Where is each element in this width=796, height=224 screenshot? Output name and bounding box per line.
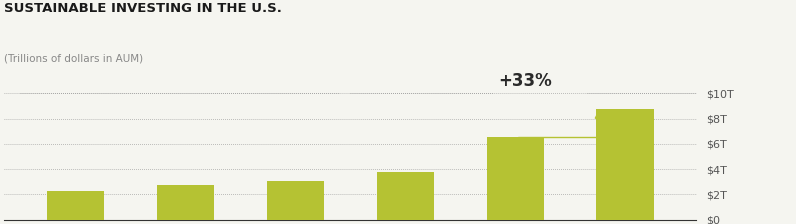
Bar [377,172,434,220]
Bar [267,181,324,220]
Text: +33%: +33% [498,72,552,90]
Text: SUSTAINABLE INVESTING IN THE U.S.: SUSTAINABLE INVESTING IN THE U.S. [4,2,282,15]
Text: (Trillions of dollars in AUM): (Trillions of dollars in AUM) [4,54,143,64]
Bar [47,191,104,220]
Bar [486,137,544,220]
Bar [596,110,654,220]
Bar [157,185,214,220]
